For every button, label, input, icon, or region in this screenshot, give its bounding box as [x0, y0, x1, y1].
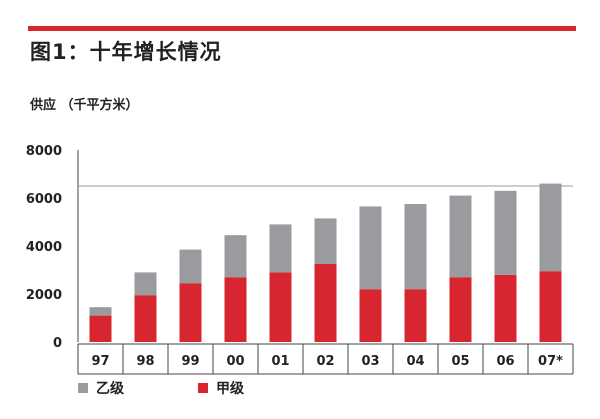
- bar-b-01: [269, 224, 292, 273]
- x-tick-label: 03: [361, 354, 379, 369]
- bar-b-07*: [539, 183, 562, 272]
- bar-a-97: [89, 315, 112, 342]
- x-tick-label: 02: [316, 354, 334, 369]
- x-tick-label: 06: [496, 354, 514, 369]
- bar-b-98: [134, 272, 157, 296]
- x-tick-label: 98: [136, 354, 154, 369]
- y-tick-label: 0: [53, 336, 62, 351]
- y-tick-label: 8000: [26, 144, 62, 159]
- legend-item-a: 甲级: [198, 378, 244, 398]
- bar-b-06: [494, 190, 517, 275]
- bar-a-00: [224, 277, 247, 342]
- bar-a-98: [134, 295, 157, 342]
- x-tick-label: 05: [451, 354, 469, 369]
- legend-swatch-b: [78, 383, 88, 393]
- bar-b-97: [89, 307, 112, 316]
- bar-a-99: [179, 283, 202, 342]
- x-tick-label: 01: [271, 354, 289, 369]
- bar-b-02: [314, 218, 337, 264]
- bar-a-05: [449, 277, 472, 342]
- y-axis-label: 供应 （千平方米）: [29, 97, 139, 113]
- y-tick-label: 4000: [26, 240, 62, 255]
- x-tick-label: 97: [91, 354, 109, 369]
- bar-a-07*: [539, 271, 562, 342]
- bar-b-03: [359, 206, 382, 290]
- legend-label-a: 甲级: [216, 381, 244, 397]
- bar-a-02: [314, 264, 337, 342]
- x-tick-label: 00: [226, 354, 244, 369]
- legend-label-b: 乙级: [96, 381, 124, 397]
- bar-a-04: [404, 289, 427, 342]
- legend-item-b: 乙级: [78, 378, 124, 398]
- x-tick-label: 04: [406, 354, 424, 369]
- bar-a-01: [269, 272, 292, 342]
- legend-swatch-a: [198, 383, 208, 393]
- bar-b-05: [449, 195, 472, 278]
- bar-b-00: [224, 235, 247, 278]
- bar-a-03: [359, 289, 382, 342]
- y-tick-label: 2000: [26, 288, 62, 303]
- chart-title: 图1：十年增长情况: [30, 40, 222, 64]
- bar-b-04: [404, 204, 427, 290]
- y-tick-label: 6000: [26, 192, 62, 207]
- title-rule: [28, 26, 576, 31]
- x-tick-label: 07*: [538, 354, 563, 369]
- x-tick-label: 99: [181, 354, 199, 369]
- bar-b-99: [179, 249, 202, 284]
- bar-a-06: [494, 274, 517, 342]
